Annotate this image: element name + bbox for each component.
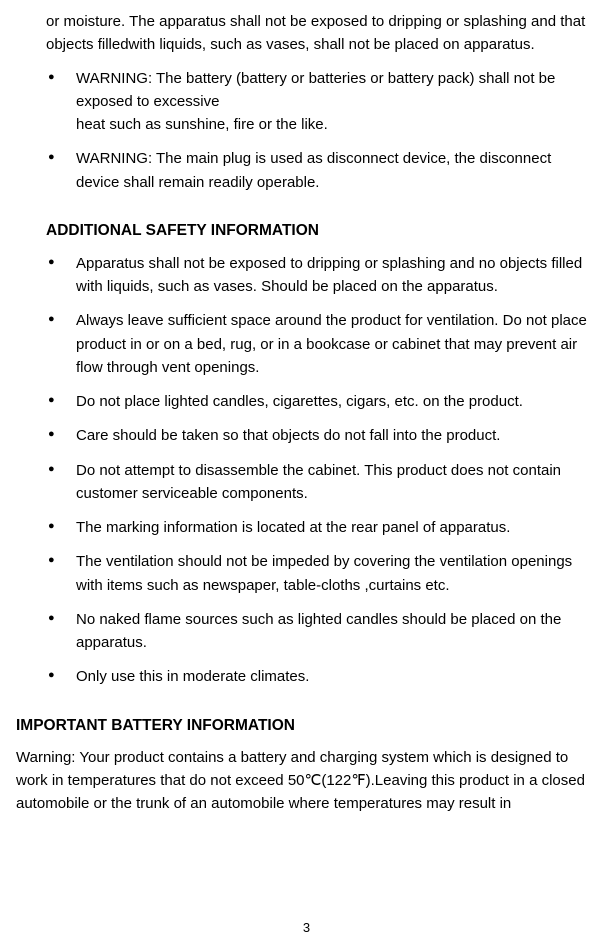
list-item: The ventilation should not be impeded by… xyxy=(46,550,597,597)
list-item: The marking information is located at th… xyxy=(46,516,597,539)
list-item: Only use this in moderate climates. xyxy=(46,665,597,688)
list-item: Do not place lighted candles, cigarettes… xyxy=(46,390,597,413)
list-item: No naked flame sources such as lighted c… xyxy=(46,608,597,655)
list-item: Do not attempt to disassemble the cabine… xyxy=(46,459,597,506)
battery-info-paragraph: Warning: Your product contains a battery… xyxy=(16,746,597,816)
list-item: Always leave sufficient space around the… xyxy=(46,309,597,379)
list-item: Apparatus shall not be exposed to drippi… xyxy=(46,252,597,299)
additional-safety-heading: ADDITIONAL SAFETY INFORMATION xyxy=(46,222,597,240)
top-warning-list: WARNING: The battery (battery or batteri… xyxy=(46,67,597,194)
list-item: Care should be taken so that objects do … xyxy=(46,424,597,447)
list-item: WARNING: The battery (battery or batteri… xyxy=(46,67,597,137)
continued-paragraph: or moisture. The apparatus shall not be … xyxy=(46,10,597,57)
list-item: WARNING: The main plug is used as discon… xyxy=(46,147,597,194)
page-number: 3 xyxy=(0,920,613,935)
additional-safety-list: Apparatus shall not be exposed to drippi… xyxy=(46,252,597,689)
battery-info-heading: IMPORTANT BATTERY INFORMATION xyxy=(16,717,597,735)
